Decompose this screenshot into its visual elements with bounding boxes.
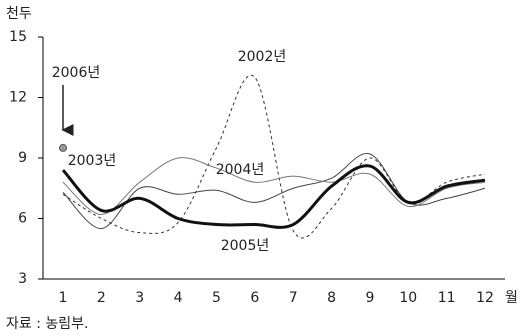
y-tick-label: 3	[18, 271, 27, 287]
series-label: 2003년	[68, 153, 117, 169]
x-tick-label: 8	[327, 290, 336, 306]
x-tick-label: 1	[59, 290, 68, 306]
x-tick-label: 3	[135, 290, 144, 306]
y-tick-label: 15	[9, 29, 27, 45]
series-label: 2002년	[238, 49, 287, 65]
series-line	[61, 164, 486, 229]
x-tick-label: 2	[97, 290, 106, 306]
series-line	[62, 74, 486, 239]
y-tick-label: 6	[18, 211, 27, 227]
y-tick-label: 12	[9, 90, 27, 106]
series-line	[62, 153, 486, 230]
series-label: 2006년	[52, 65, 101, 81]
x-tick-label: 7	[289, 290, 298, 306]
series-label: 2004년	[216, 162, 265, 178]
series-label: 2005년	[221, 238, 270, 254]
x-tick-label: 5	[212, 290, 221, 306]
series-line	[62, 157, 486, 215]
x-tick-label: 10	[399, 290, 417, 306]
data-point	[59, 143, 67, 152]
x-tick-label: 11	[438, 290, 456, 306]
x-tick-label: 12	[476, 290, 494, 306]
x-axis-label: 월	[505, 290, 518, 306]
y-tick-label: 9	[18, 150, 27, 166]
source: 자료 : 농림부.	[6, 316, 88, 332]
x-tick-label: 9	[365, 290, 374, 306]
x-tick-label: 6	[250, 290, 259, 306]
y-axis-label: 천두	[6, 6, 32, 22]
x-tick-label: 4	[174, 290, 183, 306]
